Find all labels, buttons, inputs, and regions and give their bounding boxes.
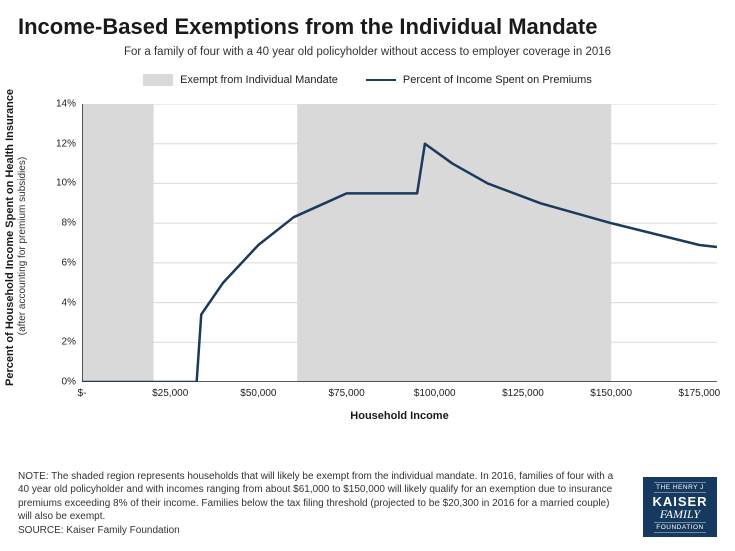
x-axis-label: Household Income (82, 410, 717, 422)
legend-exempt-label: Exempt from Individual Mandate (180, 74, 338, 86)
y-tick: 14% (50, 99, 76, 110)
x-tick: $125,000 (502, 388, 544, 399)
logo-line1: THE HENRY J (654, 482, 706, 493)
x-tick: $150,000 (590, 388, 632, 399)
y-tick: 10% (50, 178, 76, 189)
logo-line3: FAMILY (660, 508, 700, 520)
logo-line2: KAISER (652, 495, 707, 508)
plot-svg (82, 104, 717, 382)
x-tick: $75,000 (329, 388, 365, 399)
y-tick: 0% (50, 377, 76, 388)
footer-notes: NOTE: The shaded region represents house… (18, 470, 625, 538)
y-tick: 8% (50, 218, 76, 229)
y-tick: 12% (50, 138, 76, 149)
plot-region (82, 104, 717, 382)
y-axis-label-sub: (after accounting for premium subsidies) (17, 106, 28, 386)
y-axis-label: Percent of Household Income Spent on Hea… (4, 106, 28, 386)
chart-title: Income-Based Exemptions from the Individ… (0, 0, 735, 44)
note-text: NOTE: The shaded region represents house… (18, 470, 625, 524)
chart-subtitle: For a family of four with a 40 year old … (0, 44, 735, 66)
x-tick: $50,000 (240, 388, 276, 399)
legend-line: Percent of Income Spent on Premiums (366, 74, 592, 86)
legend-swatch-line (366, 79, 396, 82)
source-text: SOURCE: Kaiser Family Foundation (18, 524, 625, 538)
legend: Exempt from Individual Mandate Percent o… (0, 74, 735, 86)
x-tick: $100,000 (414, 388, 456, 399)
x-tick: $25,000 (152, 388, 188, 399)
y-axis-ticks: 0%2%4%6%8%10%12%14% (54, 104, 80, 382)
y-axis-label-main: Percent of Household Income Spent on Hea… (4, 89, 16, 386)
chart-area: Exempt from Individual Mandate Percent o… (0, 66, 735, 426)
exempt-bands (82, 104, 611, 382)
x-tick: $- (78, 388, 87, 399)
legend-swatch-exempt (143, 74, 173, 86)
y-tick: 4% (50, 297, 76, 308)
legend-line-label: Percent of Income Spent on Premiums (403, 74, 592, 86)
y-tick: 6% (50, 257, 76, 268)
kff-logo: THE HENRY J KAISER FAMILY FOUNDATION (643, 477, 717, 537)
legend-exempt: Exempt from Individual Mandate (143, 74, 338, 86)
x-tick: $175,000 (679, 388, 721, 399)
logo-line4: FOUNDATION (654, 522, 706, 533)
y-tick: 2% (50, 337, 76, 348)
x-axis-ticks: $-$25,000$50,000$75,000$100,000$125,000$… (82, 388, 717, 402)
